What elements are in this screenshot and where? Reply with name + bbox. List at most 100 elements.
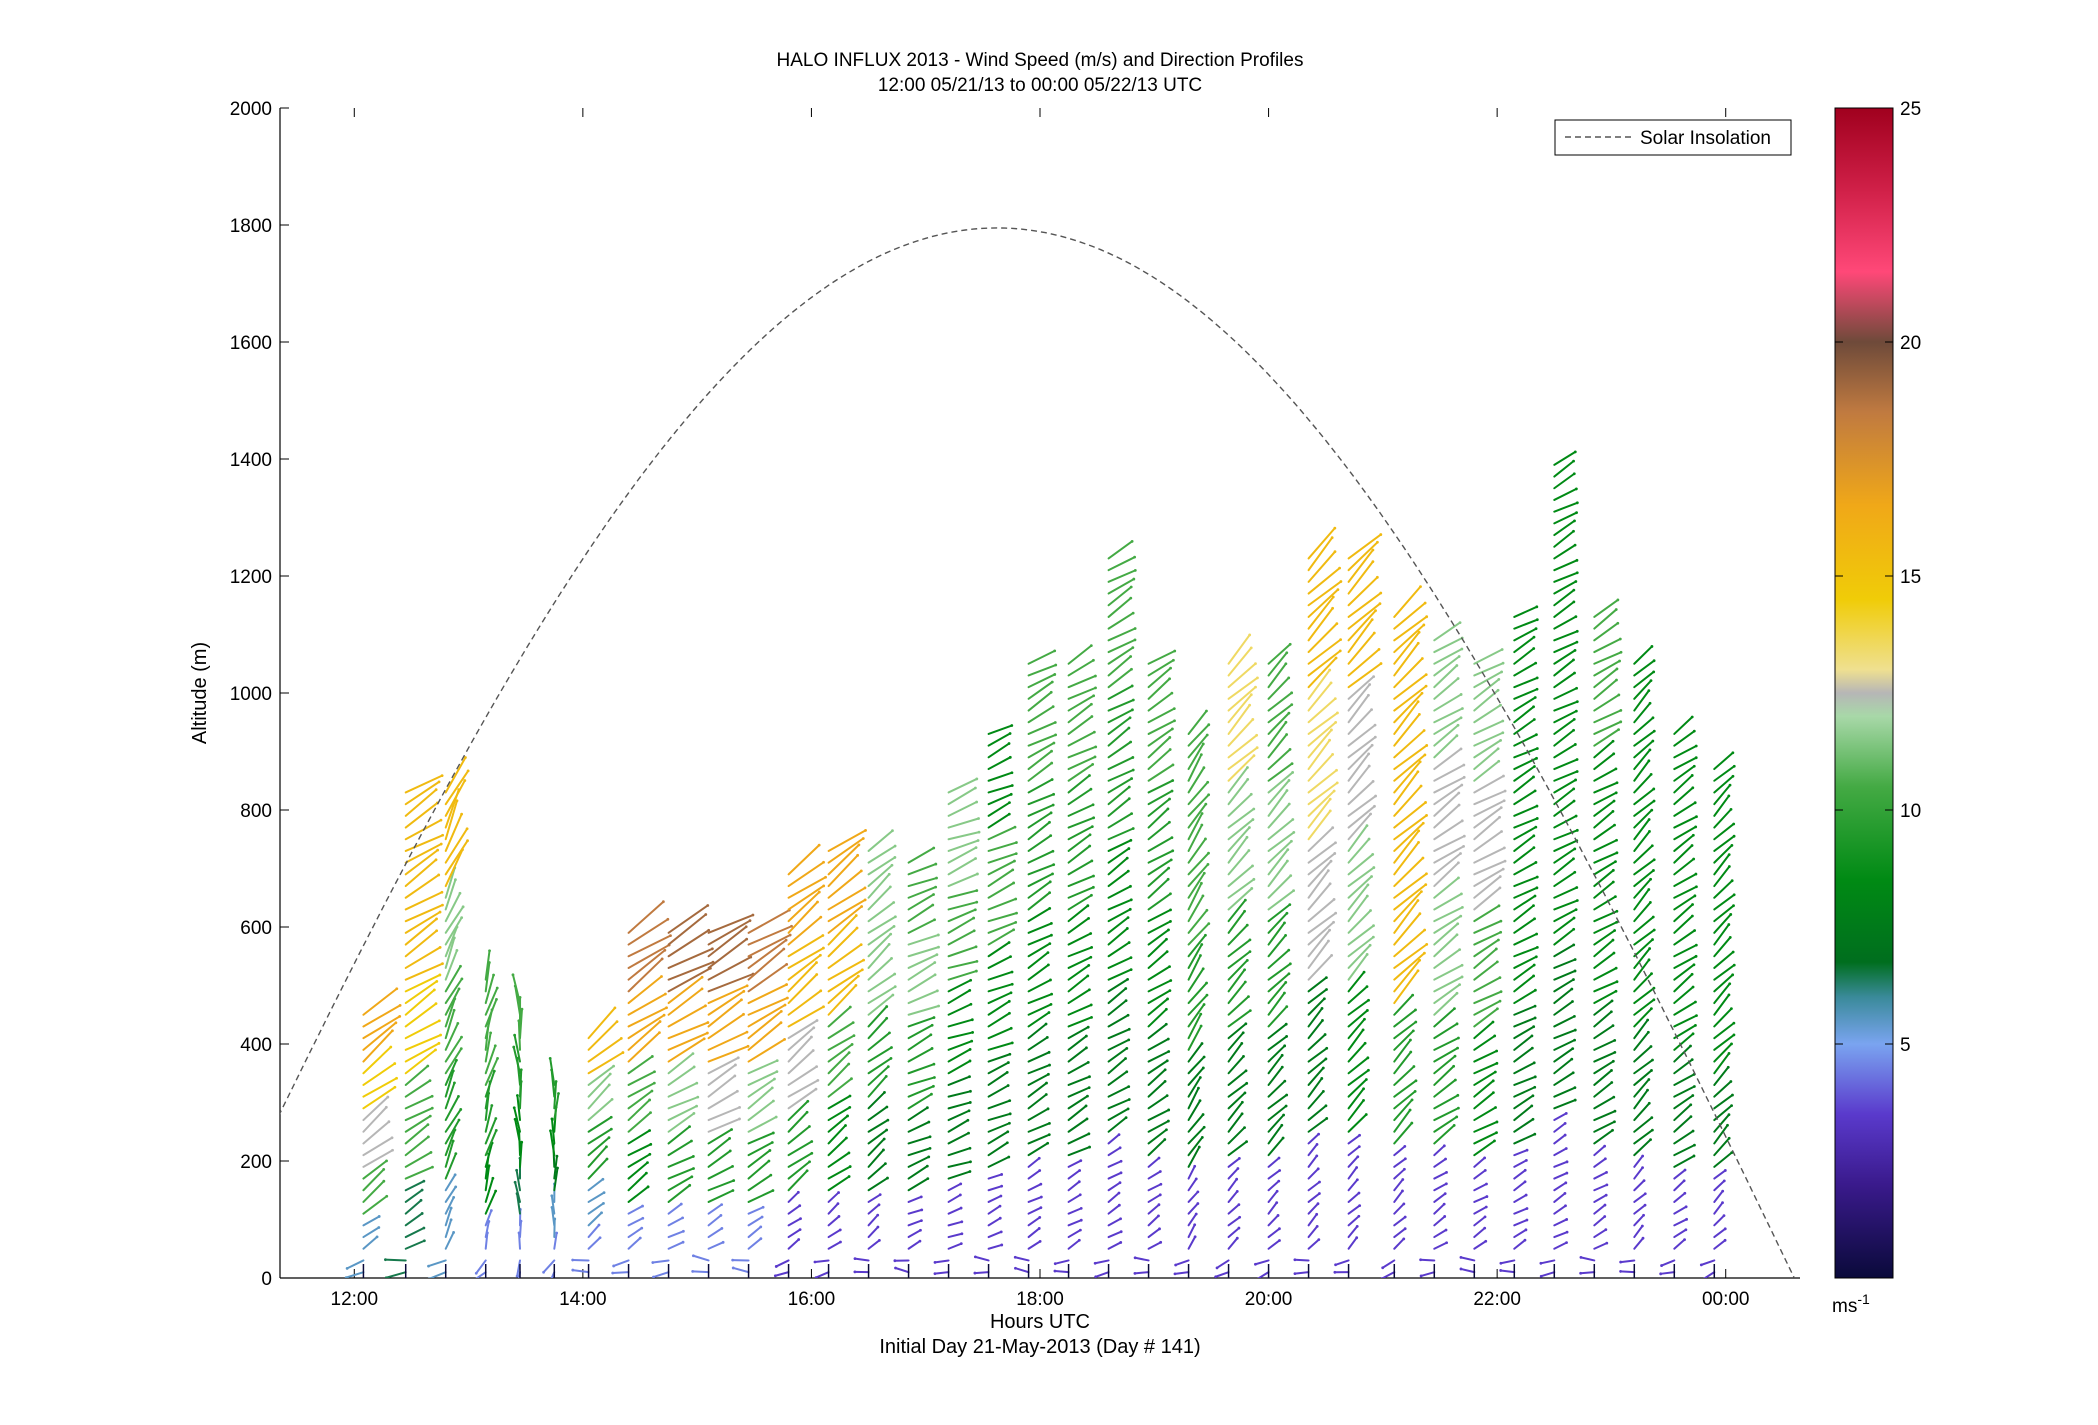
wind-arrow (1473, 1169, 1487, 1180)
wind-arrow (1347, 533, 1382, 560)
wind-arrow-head (1367, 998, 1370, 1002)
wind-arrow-head (426, 1123, 430, 1127)
wind-arrow-head (1168, 797, 1171, 801)
wind-arrow-head (1565, 1218, 1569, 1221)
wind-arrow-head (691, 1254, 695, 1258)
wind-arrow (1147, 1170, 1162, 1180)
wind-arrow (1147, 938, 1168, 958)
wind-arrow (404, 904, 444, 923)
wind-arrow (1673, 873, 1697, 888)
wind-arrow-head (1412, 1065, 1416, 1068)
wind-arrow-head (430, 1094, 434, 1098)
wind-arrow (1433, 1037, 1460, 1051)
wind-arrow-head (1007, 941, 1011, 944)
wind-arrow-head (1442, 1202, 1446, 1206)
wind-arrow-head (438, 910, 442, 914)
wind-arrow (346, 1259, 365, 1270)
wind-arrow (1553, 829, 1579, 841)
wind-arrow (1107, 585, 1133, 607)
wind-arrow (947, 1075, 971, 1086)
y-axis-label: Altitude (m) (189, 642, 211, 744)
wind-arrow (1713, 879, 1734, 899)
wind-arrow-head (1094, 1275, 1098, 1278)
wind-arrow (1393, 969, 1420, 1005)
wind-arrow (444, 965, 462, 993)
wind-arrow-head (1194, 1177, 1198, 1181)
wind-arrow-head (1087, 988, 1091, 992)
wind-arrow-head (935, 989, 939, 993)
wind-arrow (947, 889, 978, 899)
wind-arrow (667, 1230, 685, 1239)
wind-arrow-head (932, 846, 936, 850)
wind-arrow-head (731, 1164, 734, 1168)
wind-arrow-head (384, 1258, 387, 1262)
wind-arrow-head (1615, 909, 1619, 913)
wind-arrow-head (1086, 1060, 1090, 1064)
wind-arrow (1513, 688, 1539, 700)
wind-arrow (692, 1254, 710, 1262)
wind-arrow-head (931, 903, 935, 907)
wind-arrow (1553, 987, 1573, 1005)
wind-arrow-head (1570, 987, 1574, 991)
wind-arrow (1107, 968, 1133, 981)
wind-arrow (747, 1070, 778, 1086)
wind-arrow-head (710, 947, 714, 951)
wind-arrow-head (391, 1029, 394, 1033)
wind-arrow (1267, 848, 1289, 876)
wind-arrow (1633, 1214, 1645, 1227)
wind-arrow-head (935, 876, 938, 880)
wind-arrow-head (1333, 852, 1337, 855)
wind-arrow-head (1247, 826, 1251, 829)
wind-arrow (747, 983, 788, 1005)
wind-arrow (1107, 684, 1134, 700)
wind-arrow (1267, 981, 1287, 1005)
wind-arrow-head (844, 1124, 847, 1127)
wind-arrow-head (1130, 539, 1134, 543)
wind-arrow-head (1000, 1173, 1004, 1176)
wind-arrow (987, 801, 1011, 817)
wind-arrow (1187, 1136, 1204, 1157)
wind-arrow-head (1051, 803, 1055, 807)
wind-arrow (484, 1220, 490, 1239)
wind-arrow (1513, 886, 1538, 899)
wind-arrow (1067, 755, 1097, 771)
wind-arrow (444, 1196, 455, 1215)
wind-arrow (1553, 899, 1579, 911)
wind-arrow-head (973, 1271, 977, 1275)
wind-arrow (1147, 1050, 1170, 1063)
wind-arrow-head (1425, 744, 1429, 747)
wind-arrow (1673, 801, 1697, 817)
wind-arrow (627, 949, 666, 981)
wind-arrow-head (1603, 1203, 1607, 1207)
wind-arrow-head (384, 1105, 388, 1109)
wind-arrow-head (893, 844, 897, 848)
wind-arrow-head (1207, 793, 1211, 797)
wind-arrow (867, 856, 896, 876)
wind-arrow (1393, 841, 1420, 876)
wind-arrow (444, 1069, 455, 1098)
wind-profile (1093, 539, 1137, 1278)
wind-profile (511, 973, 524, 1278)
wind-arrow (1227, 746, 1259, 771)
wind-arrow (947, 908, 977, 923)
wind-arrow (1513, 1034, 1533, 1051)
wind-arrow (827, 905, 863, 934)
wind-arrow (1067, 859, 1093, 876)
wind-arrow (1307, 596, 1335, 630)
wind-arrow-head (1087, 1132, 1091, 1136)
wind-arrow-head (1690, 914, 1694, 918)
wind-arrow (1147, 989, 1171, 1005)
wind-arrow-head (1418, 760, 1422, 764)
wind-arrow (444, 1140, 455, 1168)
wind-arrow-head (456, 1021, 460, 1025)
wind-arrow (475, 1259, 487, 1275)
wind-arrow-head (1402, 1237, 1406, 1241)
wind-arrow (907, 1195, 923, 1203)
wind-arrow-head (744, 925, 748, 929)
wind-arrow (947, 839, 980, 852)
wind-arrow (1553, 1015, 1576, 1028)
wind-arrow (484, 1231, 489, 1250)
wind-arrow-head (1642, 1213, 1645, 1217)
wind-arrow (1713, 982, 1731, 1005)
y-tick-label: 200 (240, 1152, 272, 1173)
